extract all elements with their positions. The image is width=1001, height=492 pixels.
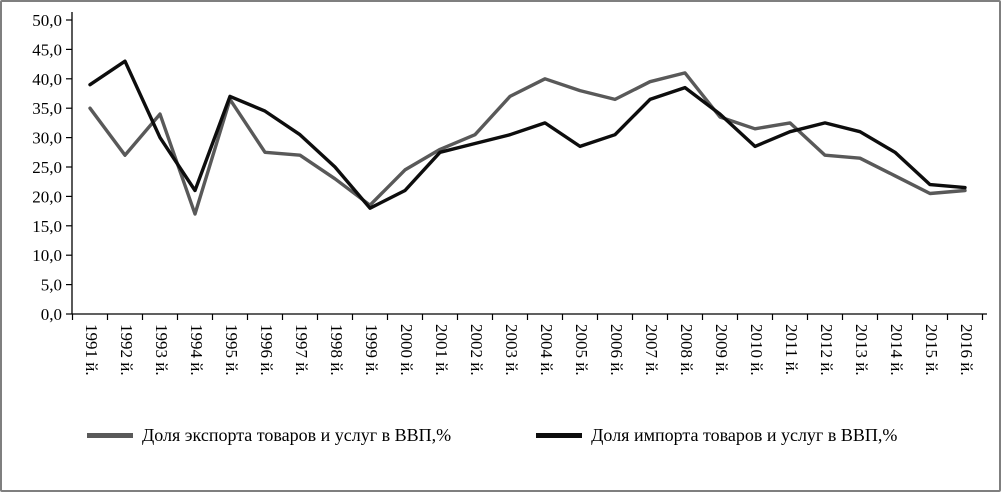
svg-text:2013 й.: 2013 й.	[852, 324, 871, 376]
svg-text:15,0: 15,0	[32, 217, 62, 236]
svg-text:40,0: 40,0	[32, 70, 62, 89]
svg-text:2007 й.: 2007 й.	[642, 324, 661, 376]
svg-text:1993 й.: 1993 й.	[152, 324, 171, 376]
svg-text:45,0: 45,0	[32, 40, 62, 59]
chart-legend: Доля экспорта товаров и услуг в ВВП,% До…	[2, 425, 999, 446]
svg-text:2001 й.: 2001 й.	[432, 324, 451, 376]
svg-text:2004 й.: 2004 й.	[537, 324, 556, 376]
legend-label-export: Доля экспорта товаров и услуг в ВВП,%	[142, 425, 452, 445]
svg-text:2002 й.: 2002 й.	[467, 324, 486, 376]
svg-text:2016 й.: 2016 й.	[957, 324, 976, 376]
svg-text:2010 й.: 2010 й.	[747, 324, 766, 376]
import-line-swatch	[536, 433, 583, 438]
svg-text:2006 й.: 2006 й.	[607, 324, 626, 376]
line-chart: 0,0 5,0 10,0 15,0 20,0 25,0 30,0 35,0 40,0 45,0 50…	[32, 11, 987, 376]
svg-text:1994 й.: 1994 й.	[187, 324, 206, 376]
svg-text:2012 й.: 2012 й.	[817, 324, 836, 376]
svg-text:2003 й.: 2003 й.	[502, 324, 521, 376]
svg-text:25,0: 25,0	[32, 158, 62, 177]
svg-text:1996 й.: 1996 й.	[257, 324, 276, 376]
legend-item-export: Доля экспорта товаров и услуг в ВВП,%	[87, 425, 451, 446]
svg-text:1991 й.: 1991 й.	[82, 324, 101, 376]
svg-text:50,0: 50,0	[32, 11, 62, 30]
export-line-swatch	[87, 433, 133, 438]
svg-text:20,0: 20,0	[32, 187, 62, 206]
svg-text:35,0: 35,0	[32, 99, 62, 118]
svg-text:2008 й.: 2008 й.	[677, 324, 696, 376]
svg-text:2011 й.: 2011 й.	[782, 324, 801, 375]
svg-text:1992 й.: 1992 й.	[117, 324, 136, 376]
svg-text:2000 й.: 2000 й.	[397, 324, 416, 376]
svg-text:1998 й.: 1998 й.	[327, 324, 346, 376]
svg-text:5,0: 5,0	[41, 276, 62, 295]
svg-text:1997 й.: 1997 й.	[292, 324, 311, 376]
svg-text:30,0: 30,0	[32, 129, 62, 148]
svg-text:2014 й.: 2014 й.	[887, 324, 906, 376]
svg-text:1995 й.: 1995 й.	[222, 324, 241, 376]
svg-text:10,0: 10,0	[32, 246, 62, 265]
svg-text:2015 й.: 2015 й.	[922, 324, 941, 376]
svg-text:1999 й.: 1999 й.	[362, 324, 381, 376]
svg-text:0,0: 0,0	[41, 305, 62, 324]
svg-text:2009 й.: 2009 й.	[712, 324, 731, 376]
svg-text:2005 й.: 2005 й.	[572, 324, 591, 376]
legend-item-import: Доля импорта товаров и услуг в ВВП,%	[536, 425, 897, 446]
legend-label-import: Доля импорта товаров и услуг в ВВП,%	[591, 425, 898, 445]
